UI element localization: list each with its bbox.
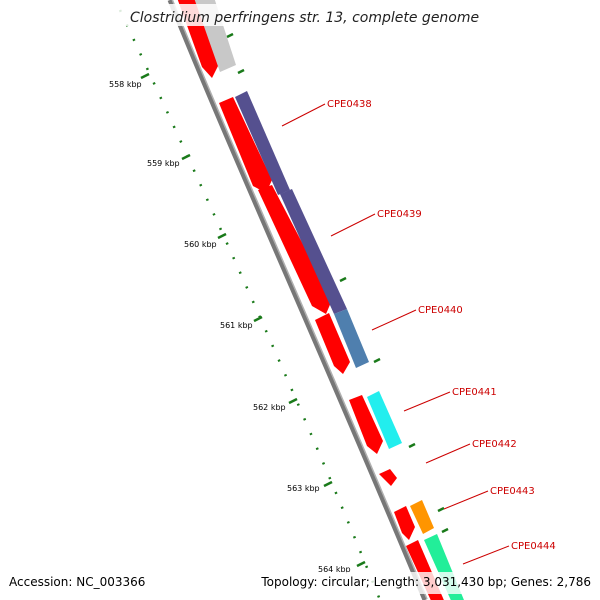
scale-label-561: 561 kbp bbox=[220, 321, 253, 330]
cds-arrow-cpe0442[interactable] bbox=[379, 469, 397, 486]
cds-arrow-cpe0440[interactable] bbox=[315, 313, 350, 374]
title-backdrop bbox=[118, 4, 478, 26]
outer-tick bbox=[339, 276, 347, 283]
scale-label-559: 559 kbp bbox=[147, 159, 180, 168]
genome-backbone bbox=[167, 0, 428, 600]
outer-tick bbox=[226, 32, 234, 39]
gene-label-cpe0441[interactable]: CPE0441 bbox=[452, 387, 497, 398]
accession-text: Accession: NC_003366 bbox=[9, 575, 145, 589]
outer-tick bbox=[441, 527, 449, 534]
leader-cpe0440 bbox=[371, 309, 417, 331]
scale-label-562: 562 kbp bbox=[253, 403, 286, 412]
cds-arrow-cpe0439[interactable] bbox=[258, 185, 332, 314]
cds-arrow-cpe0441[interactable] bbox=[349, 395, 383, 454]
gene-label-cpe0442[interactable]: CPE0442 bbox=[472, 439, 517, 450]
cog-bar-cpe0443[interactable] bbox=[410, 500, 434, 534]
major-tick-558 bbox=[140, 72, 150, 80]
outer-tick bbox=[237, 68, 245, 75]
major-tick-563 bbox=[323, 480, 333, 488]
scale-label-563: 563 kbp bbox=[287, 484, 320, 493]
leader-cpe0443 bbox=[443, 490, 489, 510]
leader-cpe0442 bbox=[425, 443, 471, 464]
scale-label-560: 560 kbp bbox=[184, 240, 217, 249]
major-tick-560 bbox=[217, 232, 227, 240]
outer-tick bbox=[408, 442, 416, 449]
gene-label-cpe0439[interactable]: CPE0439 bbox=[377, 209, 422, 220]
major-tick-564 bbox=[356, 560, 366, 568]
cog-bar-cpe0439[interactable] bbox=[280, 189, 347, 314]
gene-label-cpe0438[interactable]: CPE0438 bbox=[327, 99, 372, 110]
gene-label-cpe0444[interactable]: CPE0444 bbox=[511, 541, 556, 552]
cds-arrow-cpe0443[interactable] bbox=[394, 506, 415, 540]
scale-labels: 558 kbp 559 kbp 560 kbp 561 kbp 562 kbp … bbox=[109, 80, 351, 574]
label-leader-lines bbox=[281, 103, 510, 565]
cog-bar-cpe0438[interactable] bbox=[235, 91, 290, 195]
scale-label-558: 558 kbp bbox=[109, 80, 142, 89]
cds-arrow-cpe0438[interactable] bbox=[219, 97, 272, 193]
major-tick-561 bbox=[253, 315, 263, 323]
outer-tick bbox=[437, 506, 445, 513]
genome-backbone-highlight bbox=[171, 0, 428, 600]
leader-cpe0438 bbox=[281, 103, 326, 127]
gene-labels: CPE0438 CPE0439 CPE0440 CPE0441 CPE0442 … bbox=[327, 99, 556, 552]
leader-cpe0441 bbox=[403, 391, 451, 412]
outer-tick bbox=[373, 357, 381, 364]
gene-label-cpe0443[interactable]: CPE0443 bbox=[490, 486, 535, 497]
map-title: Clostridium perfringens str. 13, complet… bbox=[130, 10, 479, 26]
major-ticks bbox=[140, 72, 366, 568]
cog-bar-cpe0441[interactable] bbox=[367, 391, 402, 449]
genome-summary-text: Topology: circular; Length: 3,031,430 bp… bbox=[260, 575, 591, 589]
footer-backdrop bbox=[0, 572, 600, 594]
gene-label-cpe0440[interactable]: CPE0440 bbox=[418, 305, 463, 316]
major-tick-559 bbox=[181, 153, 191, 161]
major-tick-562 bbox=[288, 397, 298, 405]
cog-bar-cpe0440[interactable] bbox=[334, 309, 369, 368]
scale-label-564: 564 kbp bbox=[318, 565, 351, 574]
leader-cpe0444 bbox=[462, 545, 510, 565]
outer-ring-ticks bbox=[226, 32, 449, 534]
leader-cpe0439 bbox=[330, 213, 376, 237]
